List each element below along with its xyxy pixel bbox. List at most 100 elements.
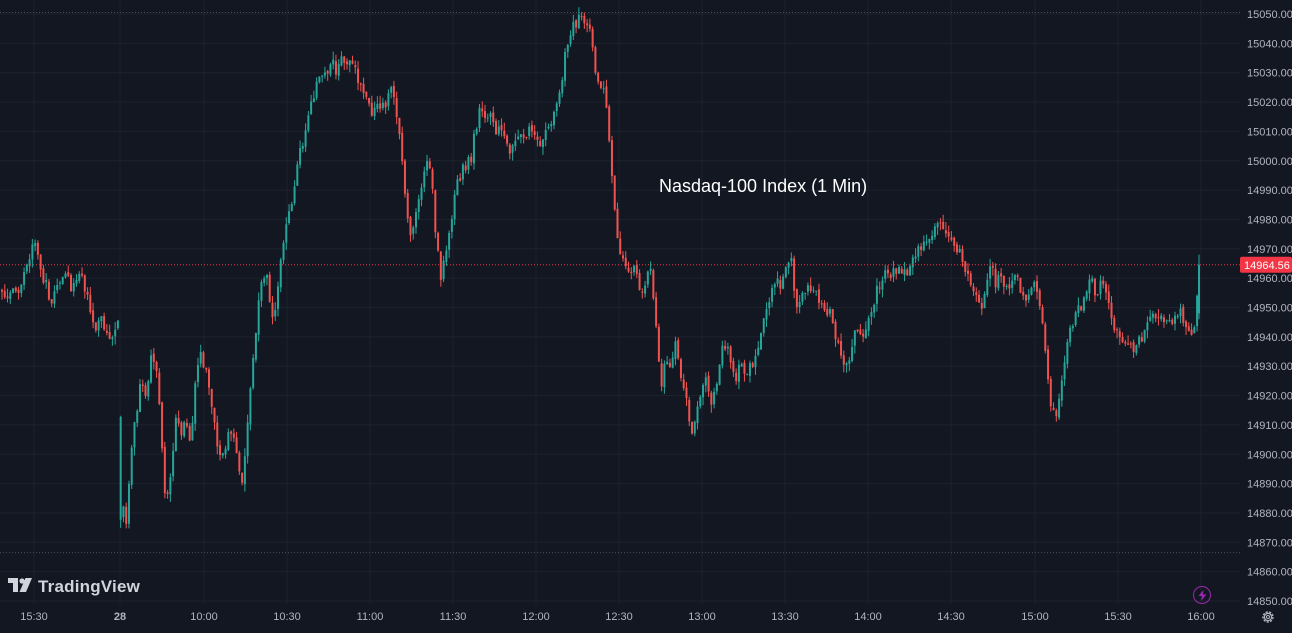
candle [953,236,956,252]
candle [14,286,17,294]
candle-body [56,284,59,291]
alert-button[interactable] [1193,586,1211,604]
chart-settings-button[interactable] [1260,609,1276,625]
candle-body [657,326,660,362]
candle-body [702,385,705,398]
candle [221,452,224,459]
candle [842,350,845,373]
candle [293,180,296,206]
candle-body [886,269,889,274]
candle [470,152,473,166]
candle [464,160,467,174]
candle [177,410,180,427]
candle-body [409,217,412,236]
candle [1160,313,1163,322]
candle-body [147,380,150,397]
candle [707,371,710,397]
candle [368,97,371,107]
candle-body [541,139,544,148]
candle [737,359,740,390]
candle-body [1091,278,1094,282]
candle-body [1074,312,1077,325]
candle [544,122,547,147]
candle-body [961,248,964,262]
candle [920,242,923,257]
candle-body [1036,280,1038,292]
candle-body [809,285,812,292]
time-axis[interactable]: 15:30 28 10:00 10:30 11:00 11:30 12:00 12:30 13:… [20,611,1215,623]
candle [1138,334,1141,348]
candle [762,317,765,337]
candle-body [230,431,233,434]
candle [655,291,658,329]
candle [304,123,307,153]
candle-body [782,276,785,289]
candle-body [622,255,624,259]
candle [1055,408,1058,422]
candle [1116,327,1119,339]
tradingview-logo[interactable]: TradingView [8,577,140,597]
lightning-bolt-icon [1198,589,1206,601]
candle-body [862,333,865,337]
candle [898,264,900,275]
tradingview-logo-icon [8,577,32,597]
candle-body [1124,341,1127,344]
candle [1102,276,1105,289]
candle-body [406,193,409,219]
candle [801,291,804,306]
candle-body [597,72,600,82]
candle-body [472,133,475,164]
candle [804,292,807,300]
candle-body [415,212,417,228]
candle-body [693,421,696,434]
candle-body [881,280,884,290]
candle [776,271,779,288]
candle [1077,297,1080,318]
candle [1113,315,1116,333]
candle-body [235,437,238,454]
candle [925,234,928,246]
candle [702,383,705,406]
candle-body [332,59,335,65]
candle [6,288,9,303]
candle-body [304,130,307,147]
candle [646,270,649,288]
candle-body [312,98,315,103]
price-axis[interactable]: 15050.00 15040.00 15030.00 15020.00 15010.00… [1247,9,1292,608]
candle-body [969,273,972,286]
time-tick-label: 15:00 [1021,611,1049,623]
candle [958,244,961,254]
candle-body [746,374,749,376]
candle [580,12,583,21]
price-tick-label: 14930.00 [1247,361,1292,373]
candle [208,367,210,396]
candle-body [290,203,293,212]
gear-icon [1262,611,1274,623]
price-tick-label: 15050.00 [1247,9,1292,21]
candle [1041,304,1044,325]
candle-body [909,266,912,276]
candle [978,290,981,303]
price-tick-label: 14940.00 [1247,332,1292,344]
candle [575,19,578,34]
candle [867,315,870,337]
candle [1011,273,1014,294]
candle-body [511,145,514,153]
candle [312,90,315,103]
candle-body [337,63,340,76]
candle-body [1187,326,1190,331]
candle [1027,289,1030,303]
candle [78,271,81,284]
candle-body [892,268,895,277]
candle [517,129,520,141]
candle-body [227,432,230,450]
candle [1121,332,1124,344]
candle [340,51,343,67]
candle-body [47,281,50,300]
candle [219,440,222,461]
candle-body [1080,306,1083,311]
candle [362,77,365,99]
candle [931,230,934,245]
